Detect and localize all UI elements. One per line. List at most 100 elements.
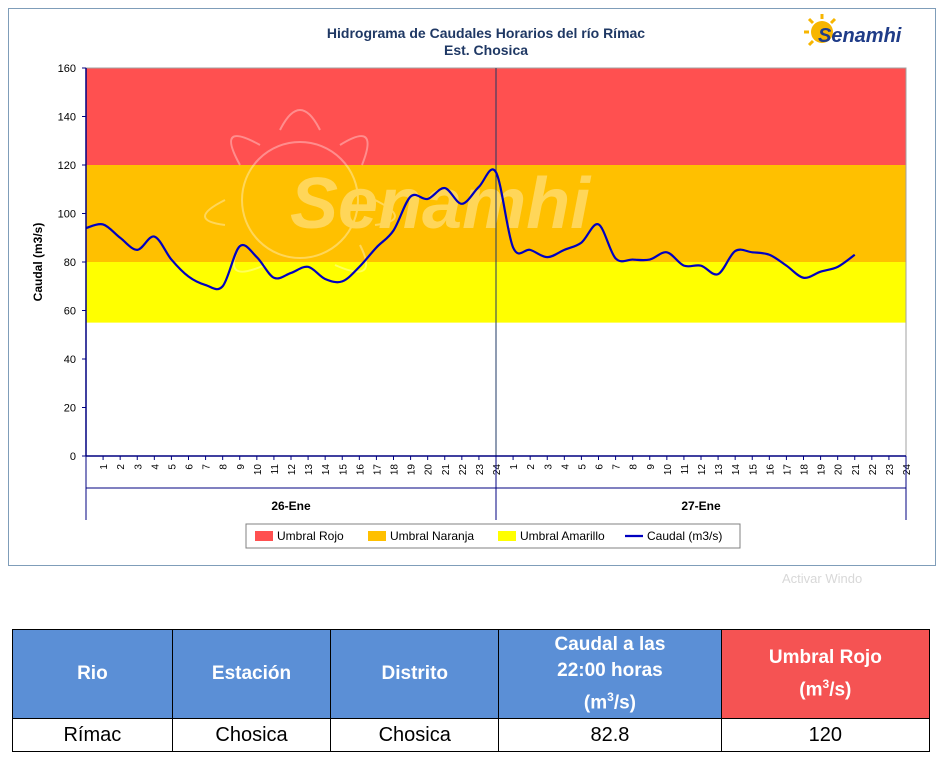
x-tick-label: 12: [697, 464, 708, 476]
y-tick-label: 60: [64, 306, 76, 318]
x-tick-label: 5: [577, 464, 588, 470]
table-row: Rímac Chosica Chosica 82.8 120: [12, 718, 931, 752]
x-tick-label: 16: [355, 464, 366, 476]
x-tick-label: 3: [133, 464, 144, 470]
x-tick-label: 17: [782, 464, 793, 476]
header-caudal-unit-sup: 3: [607, 689, 614, 704]
y-axis-label: Caudal (m3/s): [31, 223, 45, 302]
info-table: Rio Estación Distrito Caudal a las 22:00…: [12, 629, 931, 752]
x-tick-label: 20: [424, 464, 435, 476]
x-tick-label: 7: [202, 464, 213, 470]
cell-caudal: 82.8: [498, 718, 722, 752]
header-rio: Rio: [12, 629, 173, 719]
x-tick-label: 19: [817, 464, 828, 476]
x-tick-label: 4: [560, 464, 571, 470]
header-umbral-rojo: Umbral Rojo (m3/s): [720, 629, 931, 719]
x-tick-label: 21: [851, 464, 862, 476]
legend-label: Caudal (m3/s): [647, 529, 722, 543]
legend-swatch: [255, 531, 273, 541]
header-umbral-line1: Umbral Rojo: [768, 646, 882, 668]
y-tick-label: 120: [58, 160, 76, 172]
x-tick-label: 24: [492, 464, 503, 476]
table-header-row: Rio Estación Distrito Caudal a las 22:00…: [12, 629, 931, 719]
x-tick-label: 22: [868, 464, 879, 476]
senamhi-logo: Senamhi: [804, 14, 902, 47]
header-caudal-unit-end: /s): [613, 692, 636, 714]
y-tick-label: 40: [64, 354, 76, 366]
header-caudal-unit: (m: [583, 692, 608, 714]
y-tick-label: 100: [58, 209, 76, 221]
x-tick-label: 18: [390, 464, 401, 476]
legend-swatch: [368, 531, 386, 541]
header-umbral-unit-end: /s): [829, 679, 852, 701]
x-tick-label: 13: [304, 464, 315, 476]
x-tick-label: 21: [441, 464, 452, 476]
x-tick-label: 11: [680, 464, 691, 475]
sun-logo-icon: [804, 14, 837, 47]
header-estacion: Estación: [171, 629, 332, 719]
header-caudal-line2: 22:00 horas: [557, 659, 663, 681]
cell-distrito: Chosica: [330, 718, 500, 752]
x-tick-label: 3: [543, 464, 554, 470]
x-tick-label: 4: [150, 464, 161, 470]
cell-umbral: 120: [720, 718, 931, 752]
x-tick-label: 6: [595, 464, 606, 470]
x-tick-label: 22: [458, 464, 469, 476]
header-caudal-line1: Caudal a las: [554, 633, 666, 655]
cell-rio: Rímac: [12, 718, 173, 752]
x-tick-label: 2: [526, 464, 537, 470]
header-umbral-unit-sup: 3: [822, 676, 830, 691]
y-tick-label: 20: [64, 403, 76, 415]
x-tick-label: 14: [731, 464, 742, 476]
y-tick-label: 160: [58, 63, 76, 75]
x-tick-label: 15: [748, 464, 759, 476]
x-tick-label: 5: [167, 464, 178, 470]
y-tick-label: 80: [64, 257, 76, 269]
x-tick-label: 20: [834, 464, 845, 476]
header-distrito: Distrito: [330, 629, 500, 719]
x-tick-label: 11: [270, 464, 281, 475]
x-tick-label: 9: [646, 464, 657, 470]
x-tick-label: 14: [321, 464, 332, 476]
x-tick-label: 2: [116, 464, 127, 470]
legend-label: Umbral Rojo: [277, 529, 344, 543]
x-tick-label: 8: [629, 464, 640, 470]
y-tick-label: 0: [70, 451, 76, 463]
x-tick-label: 18: [800, 464, 811, 476]
y-tick-label: 140: [58, 112, 76, 124]
logo-text: Senamhi: [818, 25, 902, 47]
legend-box: [245, 523, 741, 549]
chart-subtitle: Est. Chosica: [444, 42, 528, 58]
x-tick-label: 23: [475, 464, 486, 476]
legend-label: Umbral Naranja: [390, 529, 474, 543]
day-group-label: 26-Ene: [271, 499, 311, 513]
x-tick-label: 8: [219, 464, 230, 470]
x-tick-label: 10: [663, 464, 674, 476]
chart-title: Hidrograma de Caudales Horarios del río …: [327, 25, 645, 41]
x-tick-label: 10: [253, 464, 264, 476]
header-caudal: Caudal a las 22:00 horas (m3/s): [498, 629, 722, 719]
x-tick-label: 1: [509, 464, 520, 470]
x-tick-label: 7: [612, 464, 623, 470]
x-tick-label: 1: [99, 464, 110, 470]
x-tick-label: 9: [236, 464, 247, 470]
x-tick-label: 24: [902, 464, 913, 476]
day-group-label: 27-Ene: [681, 499, 721, 513]
legend-swatch: [498, 531, 516, 541]
legend-label: Umbral Amarillo: [520, 529, 605, 543]
x-tick-label: 15: [338, 464, 349, 476]
watermark-sun-icon: [204, 109, 396, 273]
x-tick-label: 6: [185, 464, 196, 470]
header-umbral-unit: (m: [799, 679, 823, 701]
windows-activation-watermark: Activar Windo: [782, 571, 863, 586]
x-tick-label: 16: [765, 464, 776, 476]
cell-estacion: Chosica: [171, 718, 332, 752]
watermark-text: Senamhi: [290, 164, 592, 244]
x-tick-label: 17: [372, 464, 383, 476]
x-tick-label: 13: [714, 464, 725, 476]
series-line-caudal: [85, 168, 856, 291]
x-tick-label: 19: [407, 464, 418, 476]
x-tick-label: 12: [287, 464, 298, 476]
x-tick-label: 23: [885, 464, 896, 476]
